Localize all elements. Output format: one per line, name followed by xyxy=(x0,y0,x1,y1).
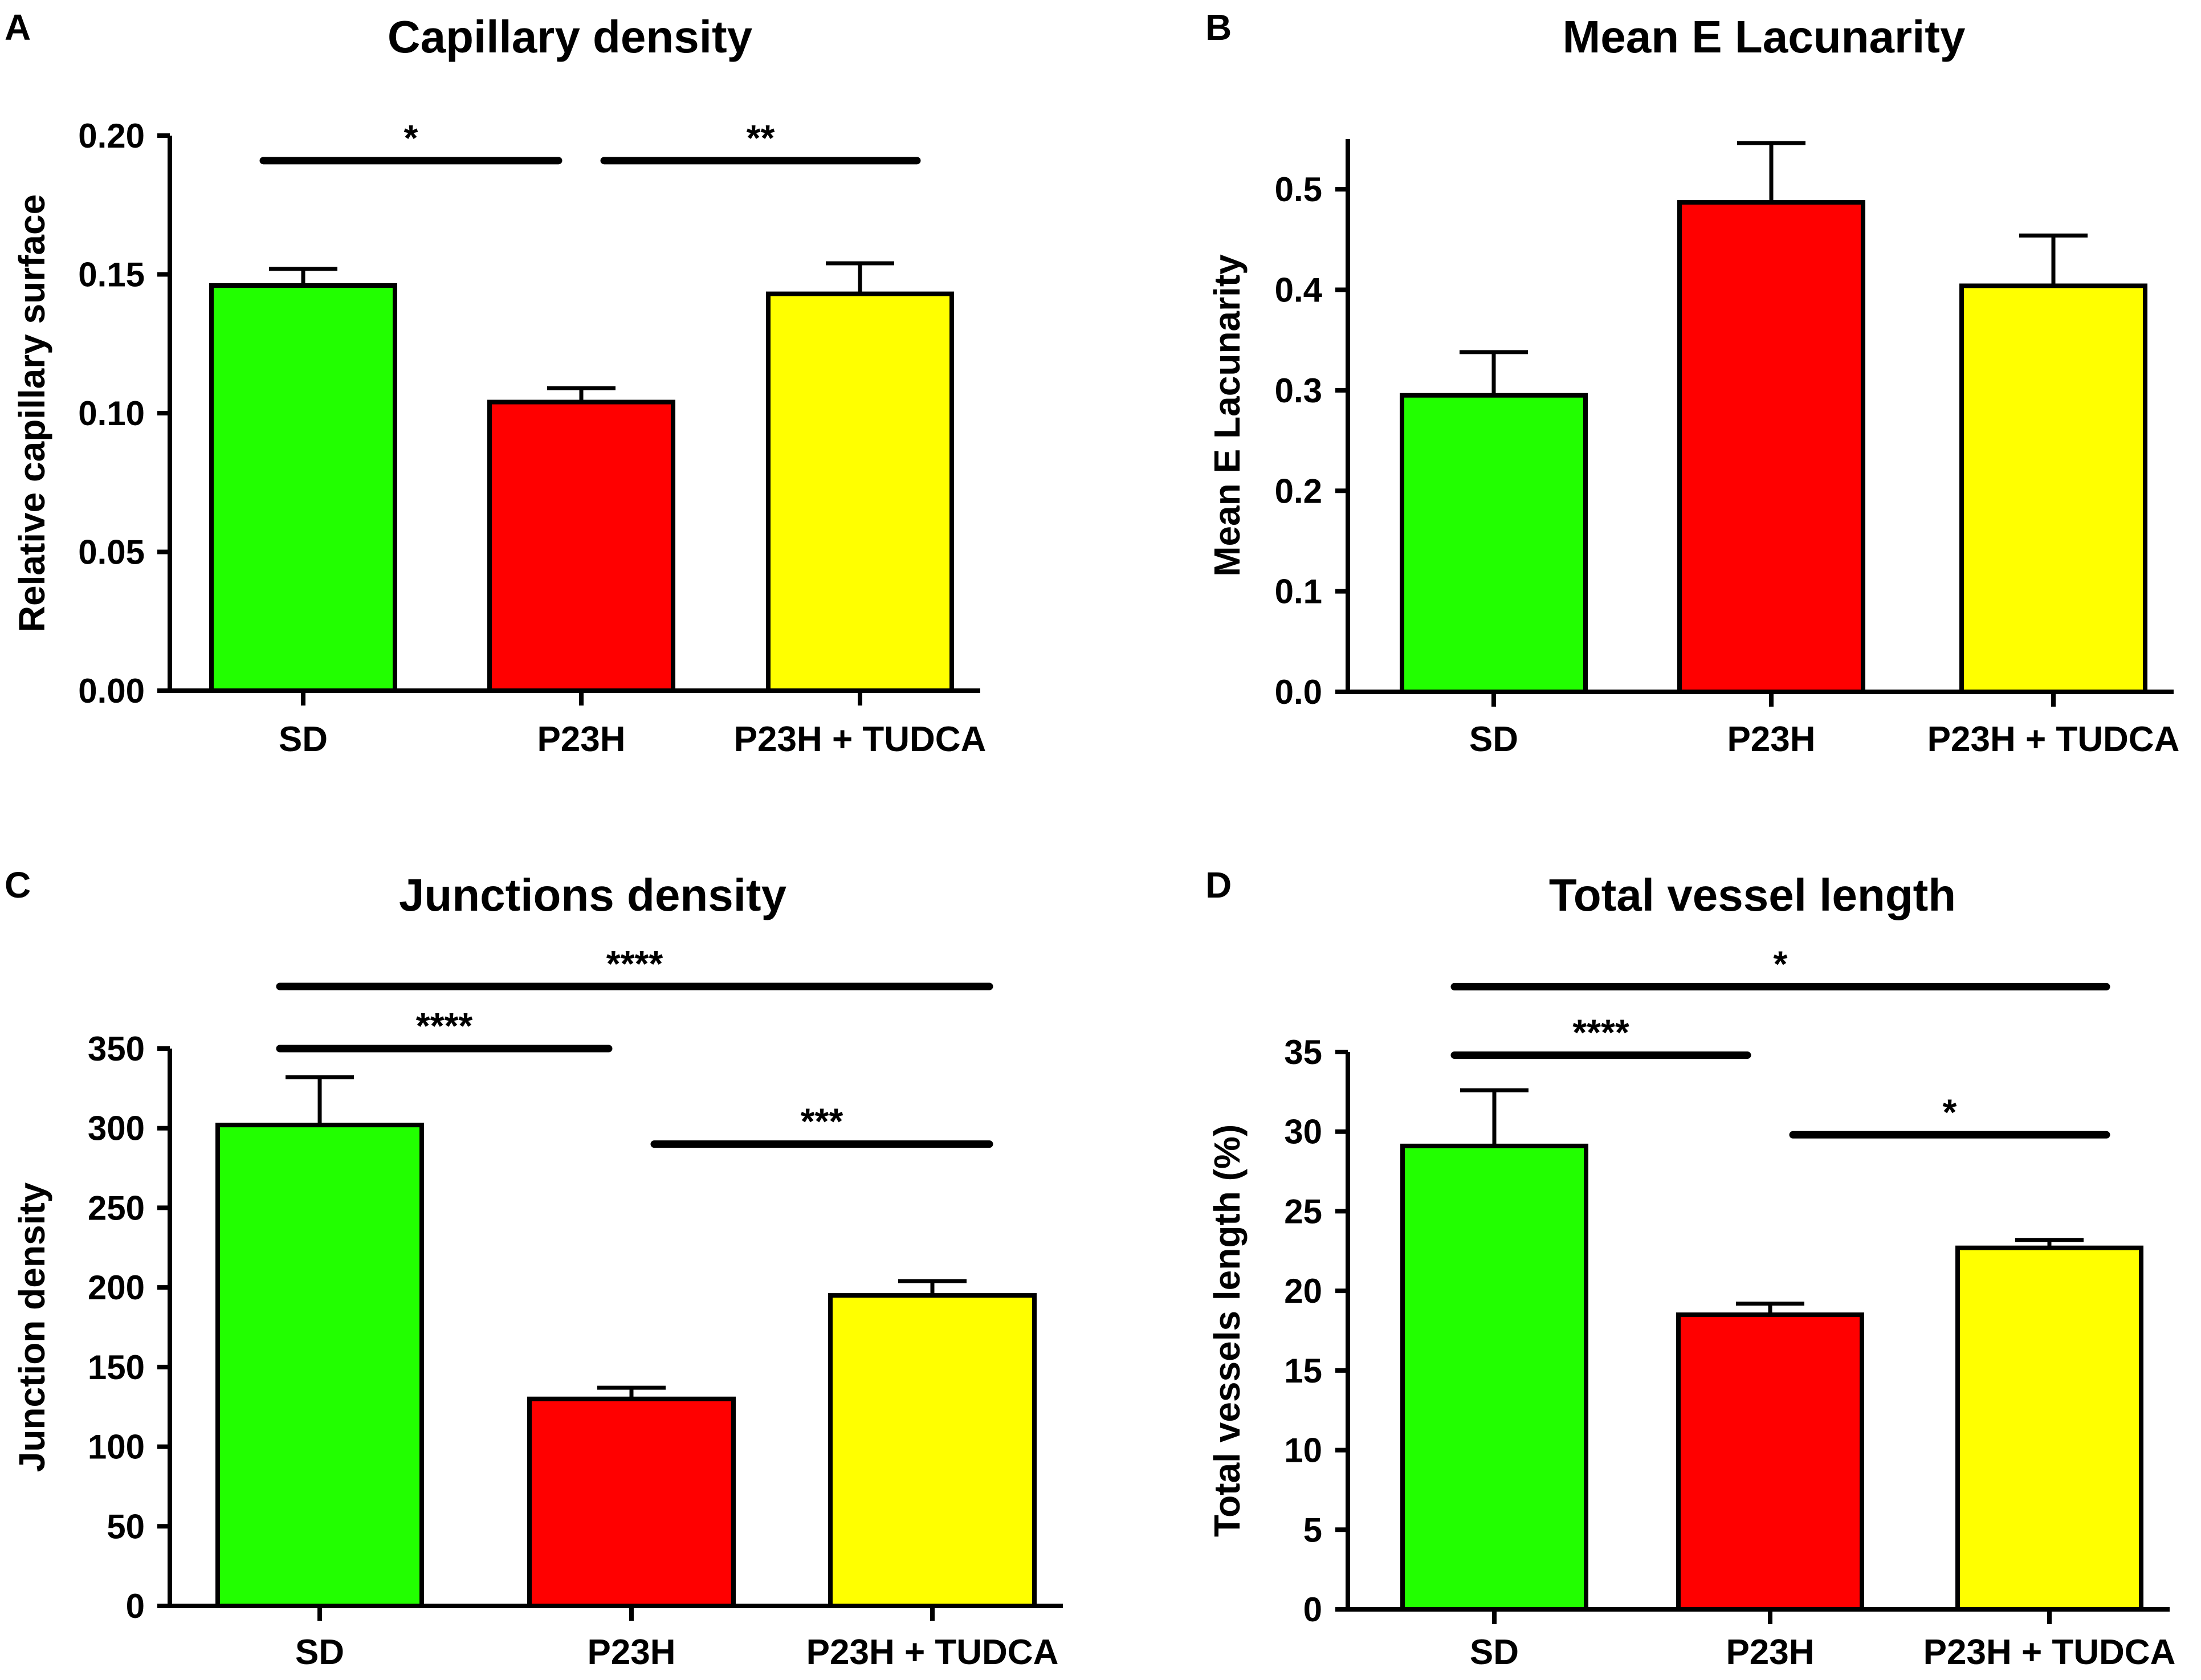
y-tick-label: 0.10 xyxy=(78,394,145,433)
x-tick-label: SD xyxy=(1470,1633,1519,1672)
y-tick-label: 5 xyxy=(1303,1511,1322,1549)
bar-sd xyxy=(1400,393,1588,694)
y-tick-label: 250 xyxy=(88,1189,145,1227)
significance-label: * xyxy=(1774,943,1788,984)
bar-p23h xyxy=(487,399,675,694)
y-tick-label: 25 xyxy=(1284,1192,1322,1230)
bar-p23h-tudca xyxy=(1955,1245,2143,1612)
bar-p23h-tudca xyxy=(1959,283,2147,694)
bar-p23h-tudca xyxy=(766,291,954,693)
x-tick-label: P23H + TUDCA xyxy=(806,1633,1059,1672)
x-tick-label: SD xyxy=(295,1633,344,1672)
x-tick-label: SD xyxy=(1469,720,1518,759)
y-tick-label: 0.5 xyxy=(1275,170,1322,209)
significance-label: **** xyxy=(416,1005,473,1046)
x-tick-label: P23H + TUDCA xyxy=(1927,720,2180,759)
y-axis-title: Junction density xyxy=(11,1182,52,1472)
y-tick-label: 35 xyxy=(1284,1033,1322,1071)
significance-label: **** xyxy=(1572,1012,1629,1053)
y-tick-label: 0.20 xyxy=(78,117,145,155)
chart-panel-b: B Mean E Lacunarity Mean E Lacunarity 0.0 0.… xyxy=(1205,7,2179,759)
x-tick-label: P23H xyxy=(1726,1633,1814,1672)
significance-label: **** xyxy=(606,943,663,984)
y-tick-label: 0.1 xyxy=(1275,573,1322,611)
chart-title: Mean E Lacunarity xyxy=(1563,11,1966,62)
bar-sd xyxy=(215,1123,424,1608)
y-tick-label: 0 xyxy=(126,1587,145,1625)
bar-sd xyxy=(209,283,397,694)
y-tick-label: 200 xyxy=(88,1269,145,1307)
y-tick-label: 15 xyxy=(1284,1352,1322,1390)
y-tick-label: 0.4 xyxy=(1275,271,1323,309)
y-tick-label: 0.0 xyxy=(1275,673,1322,711)
y-tick-label: 30 xyxy=(1284,1113,1322,1151)
chart-panel-d: D Total vessel length Total vessels length… xyxy=(1205,865,2175,1672)
bar-p23h xyxy=(527,1396,736,1609)
y-tick-label: 0.05 xyxy=(78,533,145,572)
x-tick-label: P23H xyxy=(587,1633,675,1672)
x-tick-label: P23H + TUDCA xyxy=(1923,1633,2176,1672)
chart-title: Junctions density xyxy=(399,870,787,920)
y-tick-label: 0.3 xyxy=(1275,372,1322,410)
chart-title: Capillary density xyxy=(388,11,753,62)
bar-p23h-tudca xyxy=(828,1293,1037,1608)
y-tick-label: 50 xyxy=(107,1507,145,1546)
x-tick-label: P23H xyxy=(537,720,625,759)
y-tick-label: 300 xyxy=(88,1110,145,1148)
y-tick-label: 0 xyxy=(1303,1591,1322,1629)
significance-label: * xyxy=(404,117,418,158)
y-tick-label: 0.00 xyxy=(78,672,145,710)
y-axis-title: Total vessels length (%) xyxy=(1207,1124,1248,1537)
significance-label: ** xyxy=(747,117,775,158)
panel-letter: A xyxy=(5,7,31,48)
y-axis-title: Mean E Lacunarity xyxy=(1207,254,1248,577)
y-tick-label: 0.2 xyxy=(1275,472,1322,510)
bar-p23h xyxy=(1677,200,1865,695)
y-axis-title: Relative capillary surface xyxy=(11,194,52,632)
panel-letter: D xyxy=(1205,865,1232,906)
y-tick-label: 100 xyxy=(88,1428,145,1466)
bar-sd xyxy=(1400,1143,1588,1612)
x-tick-label: SD xyxy=(279,720,328,759)
y-tick-label: 350 xyxy=(88,1030,145,1068)
chart-title: Total vessel length xyxy=(1549,870,1956,920)
significance-label: * xyxy=(1943,1091,1957,1132)
y-tick-label: 150 xyxy=(88,1348,145,1387)
panel-letter: B xyxy=(1205,7,1232,48)
chart-panel-a: A Capillary density Relative capillary sur… xyxy=(5,7,986,759)
chart-panel-c: C Junctions density Junction density 0 50 100… xyxy=(5,865,1063,1672)
y-tick-label: 0.15 xyxy=(78,256,145,294)
x-tick-label: P23H xyxy=(1727,720,1815,759)
y-tick-label: 20 xyxy=(1284,1272,1322,1310)
x-tick-label: P23H + TUDCA xyxy=(734,720,987,759)
bar-p23h xyxy=(1676,1312,1864,1612)
significance-label: *** xyxy=(801,1101,843,1142)
panel-letter: C xyxy=(5,865,31,906)
y-tick-label: 10 xyxy=(1284,1432,1322,1470)
